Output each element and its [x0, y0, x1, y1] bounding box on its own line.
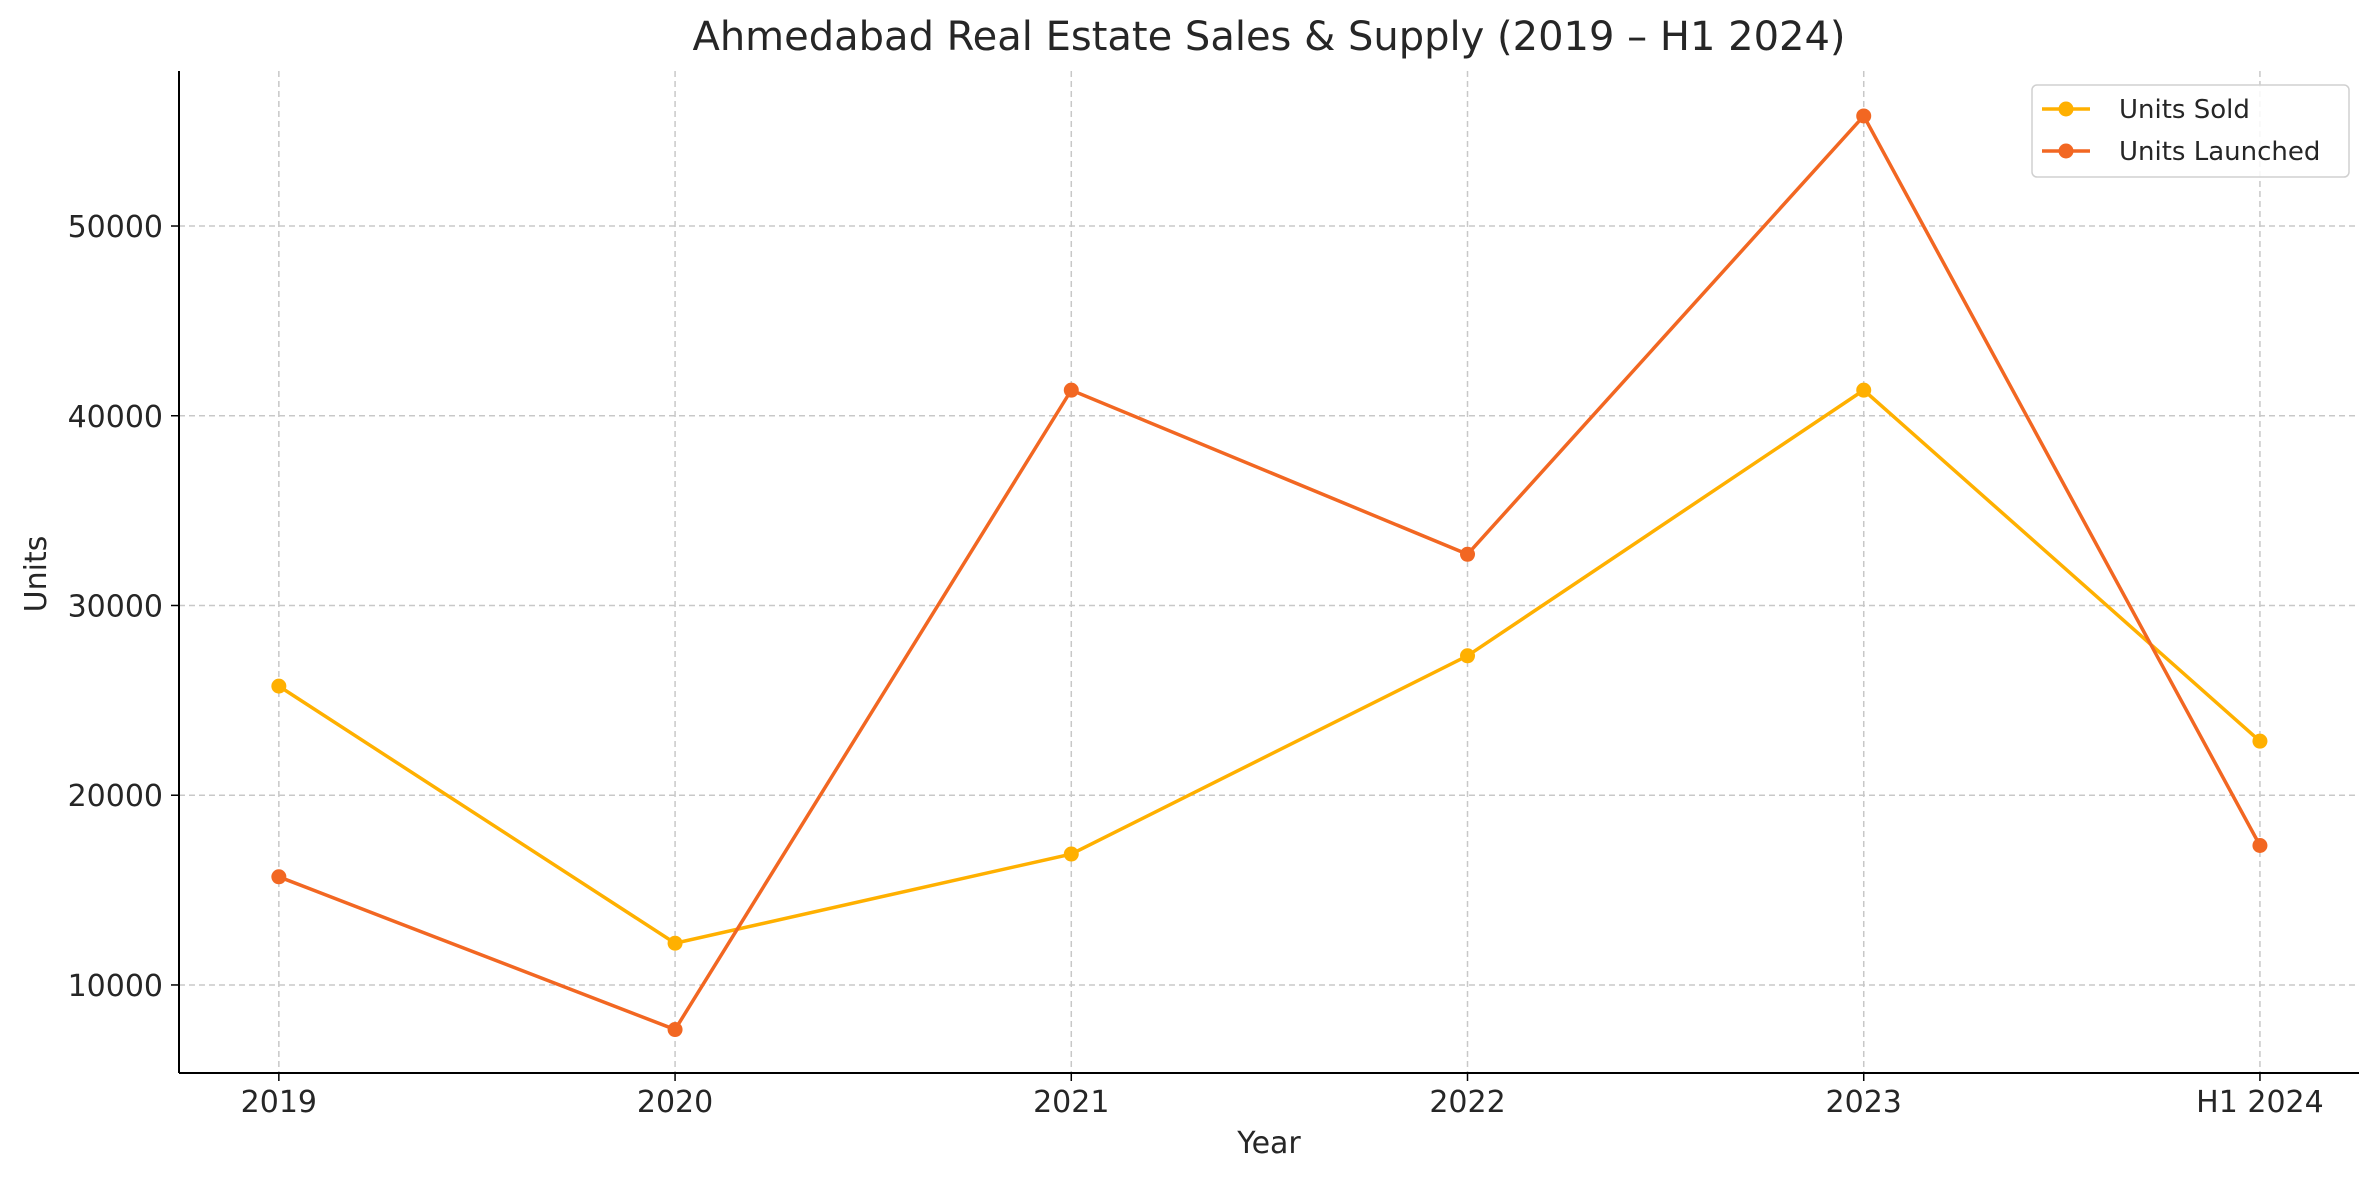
data-point	[2252, 733, 2268, 749]
series-line	[278, 112, 2262, 1032]
y-axis-label: Units	[19, 536, 54, 613]
x-tick-label: 2022	[1429, 1085, 1505, 1120]
series-units-sold	[271, 382, 2268, 951]
data-point	[667, 1022, 683, 1038]
y-tick-label: 10000	[68, 969, 163, 1004]
series-layer	[271, 108, 2268, 1038]
y-tick-label: 30000	[68, 589, 163, 624]
x-tick-label: 2020	[637, 1085, 713, 1120]
y-tick-label: 20000	[68, 779, 163, 814]
legend-marker	[2058, 101, 2074, 117]
data-point	[667, 935, 683, 951]
data-point	[271, 869, 287, 885]
legend-box	[2031, 84, 2350, 178]
series-units-launched	[271, 108, 2268, 1038]
grid	[179, 71, 2359, 1073]
axes: 2019 2020 2021 2022 2023 H1 2024 10000 20000 300…	[68, 71, 2359, 1120]
series-line	[277, 387, 2262, 946]
data-point	[2252, 838, 2268, 854]
legend-label: Units Launched	[2119, 137, 2320, 167]
legend-marker	[2058, 143, 2074, 159]
data-point	[1856, 108, 1872, 124]
x-tick-label: 2023	[1826, 1085, 1902, 1120]
y-tick-label: 50000	[68, 210, 163, 245]
chart-title: Ahmedabad Real Estate Sales & Supply (20…	[692, 14, 1845, 60]
x-tick-label: H1 2024	[2196, 1085, 2324, 1120]
data-point	[271, 678, 287, 694]
data-point	[1460, 546, 1476, 562]
legend-label: Units Sold	[2119, 95, 2250, 125]
x-tick-label: 2019	[241, 1085, 317, 1120]
y-tick-label: 40000	[68, 400, 163, 435]
data-point	[1856, 382, 1872, 398]
data-point	[1063, 382, 1079, 398]
x-axis-label: Year	[1236, 1126, 1301, 1161]
legend: Units Sold Units Launched	[2031, 84, 2350, 178]
data-point	[1460, 648, 1476, 664]
x-tick-label: 2021	[1033, 1085, 1109, 1120]
data-point	[1063, 846, 1079, 862]
